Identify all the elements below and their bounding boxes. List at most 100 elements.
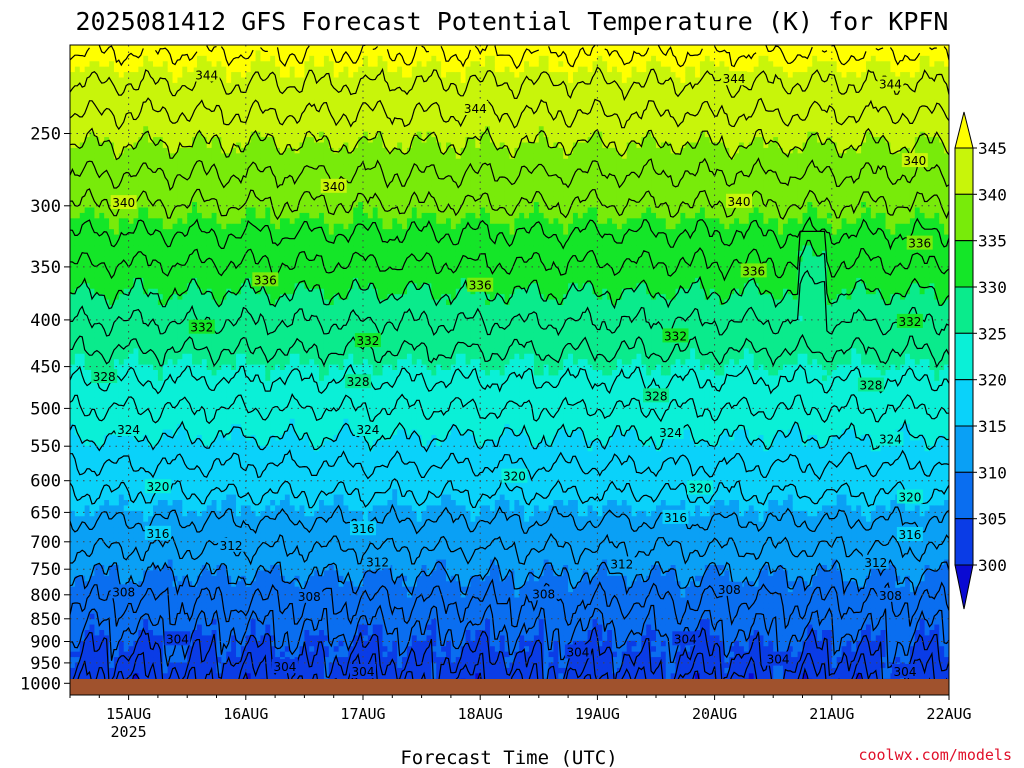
heatmap-cell	[79, 272, 86, 279]
heatmap-cell	[196, 619, 203, 626]
heatmap-cell	[240, 267, 247, 274]
heatmap-cell	[70, 45, 76, 52]
heatmap-cell	[157, 245, 164, 252]
heatmap-cell	[143, 77, 149, 84]
heatmap-cell	[94, 229, 100, 236]
heatmap-cell	[118, 305, 125, 312]
heatmap-cell	[104, 283, 110, 290]
heatmap-cell	[231, 505, 237, 512]
heatmap-cell	[260, 429, 266, 436]
heatmap-cell	[109, 185, 115, 192]
heatmap-cell	[74, 218, 81, 225]
heatmap-cell	[113, 608, 120, 615]
heatmap-cell	[231, 120, 237, 127]
heatmap-cell	[104, 153, 110, 160]
heatmap-cell	[79, 673, 86, 680]
heatmap-cell	[236, 61, 242, 68]
heatmap-cell	[240, 624, 247, 631]
heatmap-cell	[84, 505, 91, 512]
heatmap-cell	[172, 624, 179, 631]
heatmap-cell	[211, 397, 218, 404]
heatmap-cell	[70, 402, 76, 409]
heatmap-cell	[104, 565, 110, 572]
heatmap-cell	[128, 527, 135, 534]
heatmap-cell	[104, 635, 110, 642]
heatmap-cell	[109, 261, 115, 268]
heatmap-cell	[79, 256, 86, 263]
heatmap-cell	[113, 635, 120, 642]
heatmap-cell	[74, 110, 81, 117]
heatmap-cell	[104, 667, 110, 674]
heatmap-cell	[74, 646, 81, 653]
heatmap-cell	[187, 386, 193, 393]
heatmap-cell	[255, 657, 262, 664]
heatmap-cell	[250, 175, 257, 182]
heatmap-cell	[236, 407, 242, 414]
heatmap-cell	[84, 608, 91, 615]
heatmap-cell	[265, 565, 271, 572]
heatmap-cell	[167, 72, 174, 79]
heatmap-cell	[94, 310, 100, 317]
heatmap-cell	[94, 115, 100, 122]
heatmap-cell	[89, 386, 96, 393]
heatmap-cell	[99, 137, 105, 144]
heatmap-cell	[84, 554, 91, 561]
heatmap-cell	[118, 494, 125, 501]
heatmap-cell	[231, 153, 237, 160]
heatmap-cell	[153, 364, 159, 371]
heatmap-cell	[94, 342, 100, 349]
heatmap-cell	[118, 472, 125, 479]
heatmap-cell	[109, 315, 115, 322]
heatmap-cell	[201, 397, 208, 404]
heatmap-cell	[118, 164, 125, 171]
heatmap-cell	[128, 88, 135, 95]
heatmap-cell	[99, 651, 105, 658]
heatmap-cell	[192, 548, 198, 555]
heatmap-cell	[109, 55, 115, 62]
heatmap-cell	[153, 120, 159, 127]
heatmap-cell	[113, 581, 120, 588]
heatmap-cell	[138, 61, 144, 68]
heatmap-cell	[89, 667, 96, 674]
heatmap-cell	[70, 267, 76, 274]
heatmap-cell	[113, 548, 120, 555]
heatmap-cell	[128, 646, 135, 653]
heatmap-cell	[167, 451, 174, 458]
heatmap-cell	[216, 288, 222, 295]
heatmap-cell	[74, 277, 81, 284]
heatmap-cell	[89, 315, 96, 322]
heatmap-cell	[99, 169, 105, 176]
heatmap-cell	[221, 554, 227, 561]
heatmap-cell	[187, 602, 193, 609]
heatmap-cell	[226, 218, 232, 225]
heatmap-cell	[148, 272, 154, 279]
heatmap-cell	[211, 575, 218, 582]
heatmap-cell	[143, 581, 149, 588]
heatmap-cell	[89, 50, 96, 57]
heatmap-cell	[167, 494, 174, 501]
heatmap-cell	[226, 93, 232, 100]
heatmap-cell	[84, 72, 91, 79]
heatmap-cell	[89, 353, 96, 360]
heatmap-cell	[148, 180, 154, 187]
heatmap-cell	[123, 451, 130, 458]
heatmap-cell	[84, 256, 91, 263]
heatmap-cell	[104, 272, 110, 279]
heatmap-cell	[201, 294, 208, 301]
heatmap-cell	[167, 66, 174, 73]
heatmap-cell	[260, 175, 266, 182]
heatmap-cell	[177, 651, 183, 658]
heatmap-cell	[113, 153, 120, 160]
heatmap-cell	[231, 651, 237, 658]
heatmap-cell	[177, 212, 183, 219]
heatmap-cell	[167, 326, 174, 333]
heatmap-cell	[192, 537, 198, 544]
heatmap-cell	[270, 429, 276, 436]
heatmap-cell	[221, 337, 227, 344]
heatmap-cell	[196, 537, 203, 544]
heatmap-cell	[79, 169, 86, 176]
heatmap-cell	[231, 250, 237, 257]
heatmap-cell	[167, 332, 174, 339]
heatmap-cell	[250, 516, 257, 523]
heatmap-cell	[255, 207, 262, 214]
